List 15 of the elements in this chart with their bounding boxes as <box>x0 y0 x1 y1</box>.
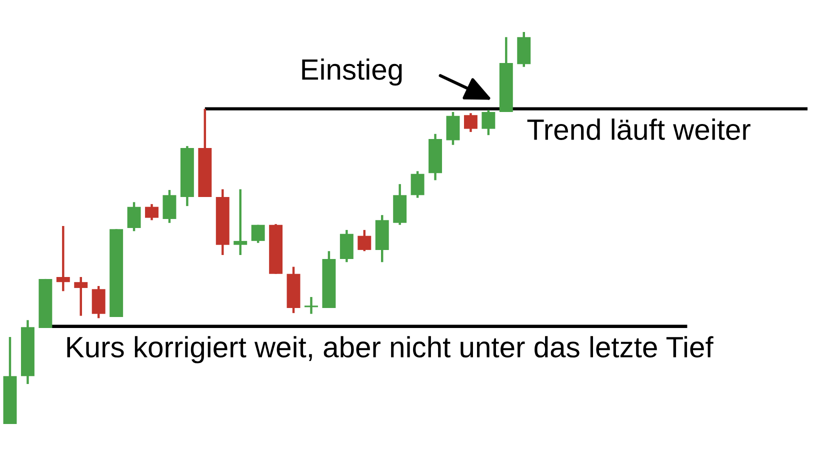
candlestick <box>56 224 70 292</box>
candlestick <box>304 296 318 315</box>
candlestick <box>74 276 88 317</box>
candlestick <box>145 202 158 222</box>
ref-line-label: Trend läuft weiter <box>527 118 750 140</box>
candlestick <box>162 188 176 224</box>
candlestick <box>358 228 372 252</box>
ref-line-label: Kurs korrigiert weit, aber nicht unter das letzte Tief <box>67 336 714 364</box>
candlestick <box>464 112 478 134</box>
candlestick <box>127 201 141 232</box>
candlestick <box>251 224 265 244</box>
candlestick <box>410 170 424 199</box>
candlestick <box>482 108 496 136</box>
candlestick <box>234 188 248 256</box>
annotation: Einstieg <box>302 58 402 86</box>
